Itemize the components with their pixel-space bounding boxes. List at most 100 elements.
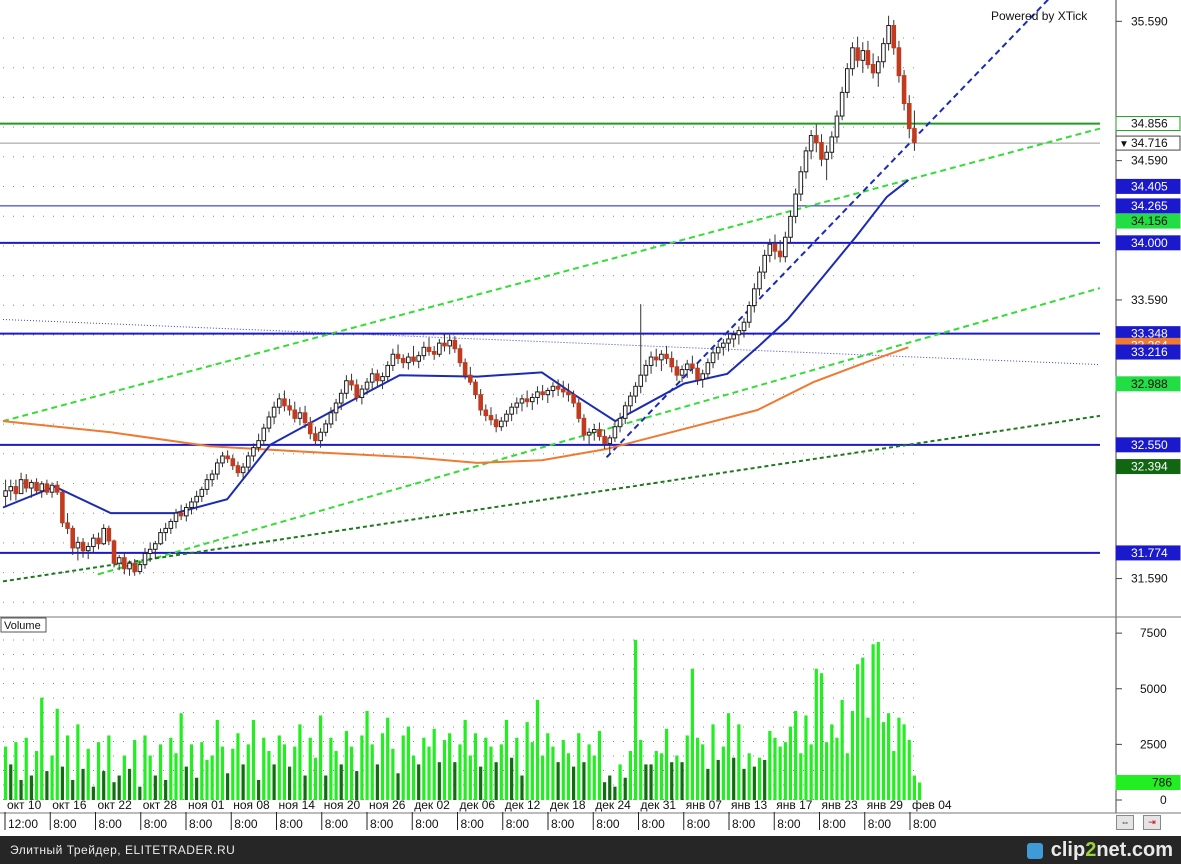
volume-bar — [881, 722, 886, 800]
time-label: 8:00 — [596, 817, 620, 831]
candle-body — [560, 388, 566, 393]
volume-bar — [277, 735, 281, 800]
candle-body — [8, 486, 14, 492]
candle-body — [189, 501, 194, 509]
candle-body — [659, 353, 664, 361]
volume-bar — [411, 755, 416, 800]
candle-body — [514, 402, 520, 408]
volume-bar — [282, 744, 287, 800]
time-label: 8:00 — [415, 817, 439, 831]
candle-body — [705, 362, 711, 375]
candle-body — [266, 416, 272, 429]
candle-body — [23, 479, 29, 489]
candle-body — [545, 389, 551, 396]
date-label: дек 24 — [595, 798, 631, 812]
candle-body — [721, 342, 726, 348]
volume-bar — [597, 731, 602, 800]
price-label: 32.394 — [1131, 460, 1168, 474]
candle-body — [101, 527, 106, 545]
candle-body — [54, 484, 60, 493]
exit-icon[interactable]: ⇥ — [1143, 815, 1161, 830]
volume-bar — [623, 777, 627, 800]
candle-body — [60, 491, 65, 524]
volume-bar — [866, 717, 870, 800]
volume-bar — [788, 726, 793, 800]
volume-bar — [195, 777, 199, 800]
volume-bar — [602, 782, 607, 800]
volume-bar — [262, 737, 266, 800]
volume-bar — [370, 744, 374, 800]
candle-body — [421, 346, 427, 357]
candle-body — [881, 43, 886, 63]
candle-body — [349, 380, 354, 386]
volume-bar — [484, 737, 488, 800]
candle-body — [488, 415, 494, 421]
volume-bar — [19, 779, 23, 800]
candle-body — [509, 406, 514, 415]
date-label: окт 16 — [52, 798, 87, 812]
candle-body — [597, 429, 602, 437]
candle-body — [535, 391, 540, 398]
volume-bar — [711, 724, 715, 800]
volume-bar — [799, 753, 803, 800]
time-label: 8:00 — [642, 817, 666, 831]
date-label: янв 29 — [867, 798, 904, 812]
chart-background — [0, 0, 1181, 836]
candle-body — [679, 369, 685, 376]
volume-bar — [747, 753, 751, 800]
price-label: 32.550 — [1131, 438, 1168, 452]
brand-suffix: net.com — [1096, 839, 1173, 861]
volume-bar — [148, 755, 152, 800]
candle-body — [18, 479, 24, 495]
volume-bar — [76, 724, 80, 800]
volume-bar — [71, 779, 75, 800]
time-label: 8:00 — [687, 817, 711, 831]
candle-body — [287, 405, 292, 411]
candle-body — [359, 388, 365, 398]
candle-body — [354, 384, 360, 398]
volume-bar — [773, 737, 777, 800]
volume-bar — [572, 766, 576, 800]
volume-bar — [355, 771, 359, 800]
volume-bar — [122, 755, 126, 800]
volume-bar — [65, 735, 70, 800]
date-label: ноя 08 — [233, 798, 270, 812]
volume-bar — [783, 742, 787, 800]
volume-bar — [34, 751, 39, 800]
candle-body — [633, 385, 638, 397]
candle-body — [700, 373, 706, 380]
volume-bar — [706, 768, 710, 800]
candle-body — [664, 353, 669, 359]
candle-body — [34, 481, 39, 492]
candle-body — [499, 420, 504, 428]
volume-bar — [169, 737, 173, 800]
price-label: 34.716 — [1131, 136, 1168, 150]
volume-bar — [814, 668, 818, 800]
candle-body — [519, 398, 525, 404]
candle-body — [395, 353, 401, 359]
volume-bar — [3, 746, 8, 800]
candle-body — [710, 352, 716, 364]
volume-bar — [226, 773, 230, 800]
volume-bar — [561, 739, 565, 800]
candle-body — [772, 243, 778, 252]
candle-body — [96, 537, 101, 545]
candle-body — [591, 429, 597, 433]
time-label: 8:00 — [234, 817, 258, 831]
price-label: 34.405 — [1131, 179, 1168, 193]
candle-body — [793, 193, 798, 217]
volume-bar — [324, 775, 328, 800]
price-label-box — [1115, 198, 1181, 214]
volume-bar — [349, 746, 354, 800]
candle-body — [168, 520, 174, 529]
volume-bar — [102, 771, 106, 800]
volume-bar — [726, 713, 731, 800]
candle-body — [581, 417, 587, 436]
time-label: 12:00 — [8, 817, 38, 831]
link-icon[interactable]: ⇔ — [1116, 815, 1134, 830]
volume-bar — [174, 753, 178, 800]
stock-chart[interactable]: 35.590 34.590 33.590 31.590 7500 5000 2500 0 34.… — [0, 0, 1181, 836]
price-label-box — [1115, 376, 1181, 392]
candle-body — [80, 541, 86, 552]
volume-bar — [442, 739, 447, 800]
